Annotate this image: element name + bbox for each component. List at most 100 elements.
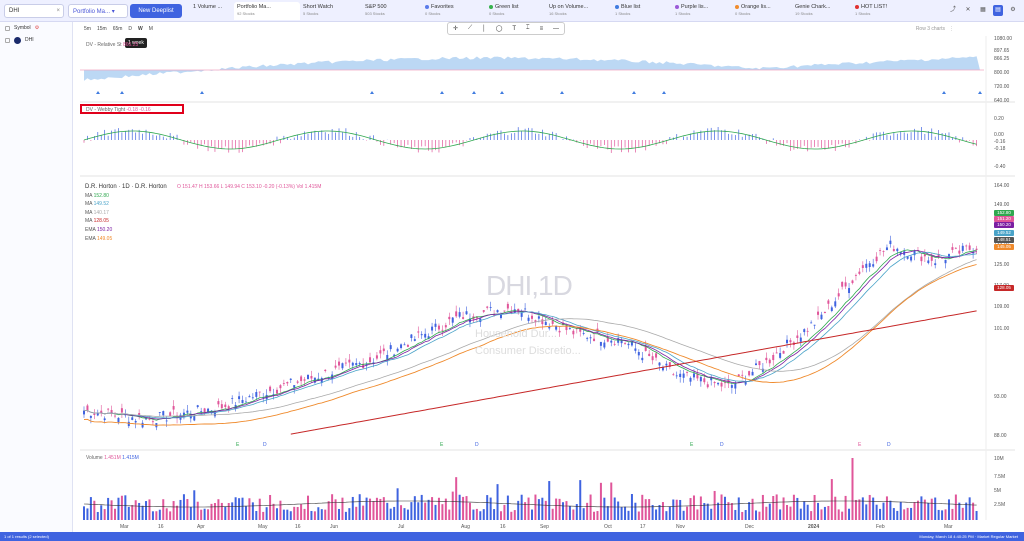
legend-label: MA bbox=[85, 192, 94, 199]
settings-icon[interactable]: ⚙ bbox=[1010, 7, 1016, 13]
new-deeplist-button[interactable]: New Deeplist bbox=[130, 4, 182, 18]
candle-body bbox=[151, 421, 154, 423]
candle-body bbox=[641, 357, 644, 361]
layout-select[interactable]: Row 3 charts bbox=[915, 26, 945, 32]
candle-body bbox=[665, 363, 668, 366]
volume-bar bbox=[637, 511, 640, 520]
candle-body bbox=[107, 408, 110, 410]
candle-body bbox=[885, 247, 888, 251]
rs-marker-icon bbox=[632, 91, 636, 94]
candle-body bbox=[817, 311, 820, 315]
volume-bar bbox=[810, 511, 813, 520]
tab-3[interactable]: S&P 500 503 Stocks bbox=[362, 2, 422, 20]
candle-body bbox=[737, 374, 740, 377]
candle-body bbox=[158, 412, 161, 413]
volume-bar bbox=[906, 507, 909, 520]
tab-6[interactable]: Up on Volume... 16 Stocks bbox=[546, 2, 612, 20]
tab-0[interactable]: 1 Volume ... bbox=[190, 2, 234, 20]
candle-body bbox=[334, 365, 337, 368]
legend-item[interactable]: MA 128.05 bbox=[85, 217, 167, 226]
candle-body bbox=[541, 319, 544, 325]
candle-body bbox=[930, 255, 933, 261]
tab-count: 1 Stocks bbox=[615, 11, 631, 16]
volume-bar bbox=[134, 500, 137, 520]
grid-icon[interactable]: ▦ bbox=[980, 7, 986, 13]
close-icon[interactable]: ✕ bbox=[965, 7, 971, 13]
candle-body bbox=[675, 375, 678, 377]
tab-1[interactable]: Portfolio Ma... 92 Stocks bbox=[234, 2, 300, 20]
candle-body bbox=[238, 396, 241, 400]
volume-bar bbox=[303, 508, 306, 520]
interval-5m[interactable]: 5m bbox=[84, 26, 91, 32]
tab-7[interactable]: Blue list 1 Stocks bbox=[612, 2, 672, 20]
row-checkbox[interactable] bbox=[5, 37, 10, 43]
tab-count: 0 Stocks bbox=[425, 11, 441, 16]
fib-icon[interactable]: ≡ bbox=[539, 25, 544, 32]
vertical-line-icon[interactable]: │ bbox=[482, 25, 486, 32]
list-item[interactable]: DHI bbox=[0, 34, 72, 46]
tab-8[interactable]: Purple lis... 1 Stocks bbox=[672, 2, 732, 20]
tab-9[interactable]: Orange lis... 0 Stocks bbox=[732, 2, 792, 20]
tab-5[interactable]: Green list 0 Stocks bbox=[486, 2, 546, 20]
text-icon[interactable]: T bbox=[512, 25, 517, 32]
candle-body bbox=[820, 314, 823, 320]
tab-10[interactable]: Genie Chark... 19 Stocks bbox=[792, 2, 852, 20]
share-icon[interactable]: ⤴ bbox=[949, 7, 956, 13]
tab-11[interactable]: HOT LIST! 1 Stocks bbox=[852, 2, 912, 20]
candle-body bbox=[96, 413, 99, 416]
candle-body bbox=[834, 301, 837, 307]
volume-bar bbox=[117, 497, 120, 520]
candle-body bbox=[755, 363, 757, 366]
circle-icon[interactable]: ◯ bbox=[495, 26, 503, 32]
symbol-search-input[interactable]: DHI × bbox=[4, 4, 64, 18]
legend-item[interactable]: MA 149.52 bbox=[85, 200, 167, 209]
volume-bar bbox=[723, 496, 726, 520]
candle-body bbox=[455, 311, 458, 317]
candle-body bbox=[303, 379, 306, 381]
volume-bar bbox=[923, 499, 926, 520]
crosshair-icon[interactable]: ✛ bbox=[452, 26, 458, 32]
candle-body bbox=[462, 317, 465, 319]
interval-15m[interactable]: 15m bbox=[96, 26, 107, 32]
candle-body bbox=[517, 308, 520, 313]
candle-body bbox=[841, 281, 844, 287]
interval-d[interactable]: D bbox=[128, 26, 133, 32]
color-dot-icon bbox=[855, 4, 859, 9]
legend-item[interactable]: MA 152.80 bbox=[85, 192, 167, 201]
interval-65m[interactable]: 65m bbox=[112, 26, 123, 32]
settings-icon[interactable]: ⚙ bbox=[34, 25, 40, 31]
volume-bar bbox=[451, 491, 454, 520]
volume-bar bbox=[231, 502, 234, 520]
select-all-checkbox[interactable] bbox=[5, 25, 10, 31]
minus-icon[interactable]: — bbox=[553, 25, 560, 32]
legend-item[interactable]: MA 140.17 bbox=[85, 209, 167, 218]
tab-2[interactable]: Short Watch 5 Stocks bbox=[300, 2, 362, 20]
candle-body bbox=[620, 340, 623, 344]
volume-bar bbox=[499, 511, 502, 520]
trendline-icon[interactable]: ⟋ bbox=[467, 25, 473, 31]
interval-m[interactable]: M bbox=[148, 26, 153, 32]
layout-icon[interactable]: ▤ bbox=[993, 5, 1003, 16]
candle-body bbox=[779, 353, 782, 358]
tab-label: Genie Chark... bbox=[795, 4, 831, 10]
volume-bar bbox=[334, 499, 337, 520]
volume-bar bbox=[834, 496, 837, 520]
volume-bar bbox=[196, 501, 199, 520]
interval-tooltip: 1 week bbox=[125, 38, 147, 48]
volume-bar bbox=[910, 507, 913, 520]
legend-item[interactable]: EMA 150.20 bbox=[85, 226, 167, 235]
interval-w[interactable]: W bbox=[138, 26, 143, 32]
candle-body bbox=[293, 385, 296, 388]
candle-body bbox=[672, 374, 675, 376]
tab-4[interactable]: Favorites 0 Stocks bbox=[422, 2, 486, 20]
legend-item[interactable]: EMA 149.05 bbox=[85, 235, 167, 244]
volume-bar bbox=[679, 499, 682, 520]
candle-body bbox=[114, 415, 117, 417]
candle-body bbox=[534, 320, 537, 323]
earnings-marker: E bbox=[858, 442, 862, 448]
close-icon[interactable]: × bbox=[56, 8, 60, 14]
watchlist-dropdown[interactable]: Portfolio Ma... ▾ bbox=[68, 4, 128, 18]
more-icon[interactable]: ⋮ bbox=[949, 26, 954, 32]
measure-icon[interactable]: ⌶ bbox=[526, 25, 530, 31]
